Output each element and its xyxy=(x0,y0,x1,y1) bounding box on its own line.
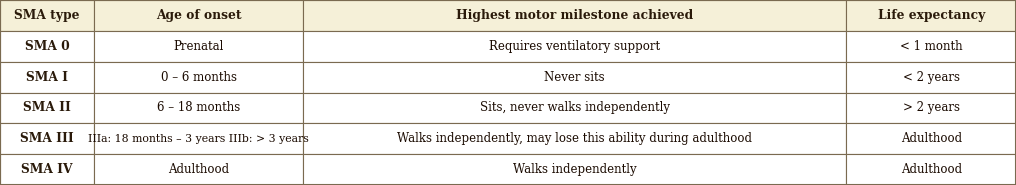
Bar xyxy=(0,62,94,92)
Text: Adulthood: Adulthood xyxy=(168,163,230,176)
Bar xyxy=(0,31,94,62)
Bar xyxy=(94,154,303,185)
Bar xyxy=(94,92,303,123)
Text: SMA type: SMA type xyxy=(14,9,80,22)
Text: Never sits: Never sits xyxy=(545,71,605,84)
Bar xyxy=(0,154,94,185)
Text: Requires ventilatory support: Requires ventilatory support xyxy=(489,40,660,53)
Bar xyxy=(0,0,94,31)
Text: Walks independently: Walks independently xyxy=(513,163,636,176)
Text: SMA I: SMA I xyxy=(26,71,68,84)
Text: < 2 years: < 2 years xyxy=(902,71,960,84)
Bar xyxy=(0,92,94,123)
Bar xyxy=(846,31,1016,62)
Bar xyxy=(303,62,846,92)
Bar xyxy=(303,0,846,31)
Bar xyxy=(846,62,1016,92)
Text: 6 – 18 months: 6 – 18 months xyxy=(157,101,240,114)
Text: 0 – 6 months: 0 – 6 months xyxy=(161,71,237,84)
Bar xyxy=(94,31,303,62)
Text: > 2 years: > 2 years xyxy=(902,101,960,114)
Text: Age of onset: Age of onset xyxy=(155,9,242,22)
Text: SMA III: SMA III xyxy=(20,132,74,145)
Text: IIIa: 18 months – 3 years IIIb: > 3 years: IIIa: 18 months – 3 years IIIb: > 3 year… xyxy=(88,134,309,144)
Text: Adulthood: Adulthood xyxy=(900,132,962,145)
Bar xyxy=(94,0,303,31)
Bar xyxy=(846,154,1016,185)
Text: SMA IV: SMA IV xyxy=(21,163,73,176)
Text: SMA II: SMA II xyxy=(23,101,71,114)
Text: Prenatal: Prenatal xyxy=(174,40,224,53)
Text: SMA 0: SMA 0 xyxy=(24,40,70,53)
Bar xyxy=(846,92,1016,123)
Bar xyxy=(94,123,303,154)
Bar xyxy=(0,123,94,154)
Bar xyxy=(303,31,846,62)
Text: Adulthood: Adulthood xyxy=(900,163,962,176)
Text: Walks independently, may lose this ability during adulthood: Walks independently, may lose this abili… xyxy=(397,132,752,145)
Bar xyxy=(303,154,846,185)
Text: Highest motor milestone achieved: Highest motor milestone achieved xyxy=(456,9,693,22)
Text: Life expectancy: Life expectancy xyxy=(878,9,985,22)
Text: Sits, never walks independently: Sits, never walks independently xyxy=(480,101,670,114)
Bar xyxy=(846,123,1016,154)
Bar xyxy=(303,92,846,123)
Bar xyxy=(94,62,303,92)
Bar xyxy=(846,0,1016,31)
Text: < 1 month: < 1 month xyxy=(900,40,962,53)
Bar xyxy=(303,123,846,154)
